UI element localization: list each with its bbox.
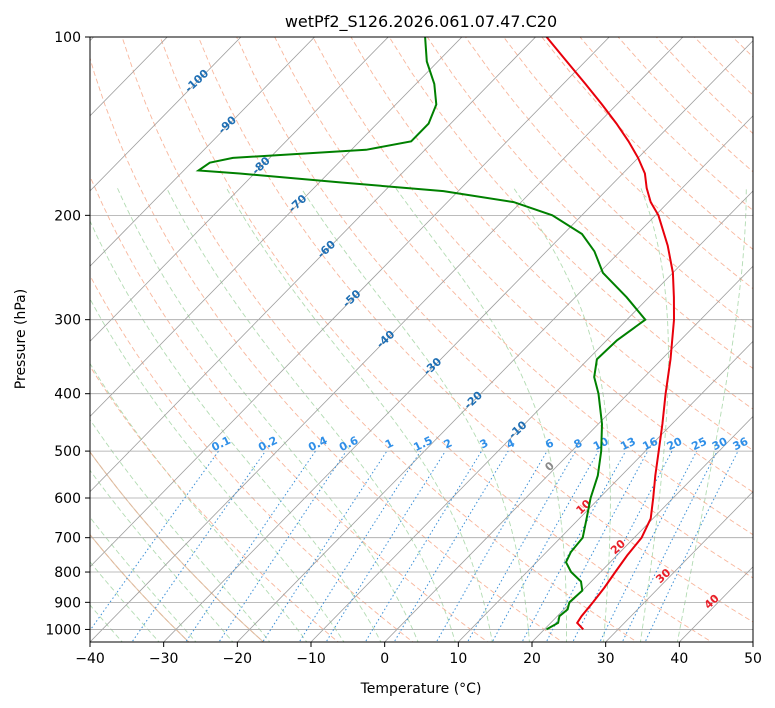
y-tick-label: 800 xyxy=(54,565,81,581)
mixing-ratio-lines xyxy=(90,450,739,642)
dry-adiabat-line xyxy=(90,174,489,642)
isotherm-line xyxy=(605,491,753,642)
mixing-ratio-line xyxy=(90,450,220,632)
moist-adiabat-line xyxy=(90,561,160,642)
dry-adiabat-line xyxy=(426,37,753,370)
moist-adiabat-line xyxy=(395,187,567,642)
dry-adiabat-line xyxy=(159,37,713,642)
profiles xyxy=(195,37,676,631)
moist-adiabat-line xyxy=(90,362,308,642)
dry-adiabat-line xyxy=(274,37,753,536)
plot-area xyxy=(90,37,753,642)
y-tick-label: 100 xyxy=(54,30,81,46)
mixing-ratio-label: 30 xyxy=(710,435,730,454)
mixing-ratio-line xyxy=(325,450,446,642)
isotherm-line xyxy=(163,40,753,642)
isotherms xyxy=(90,37,753,642)
mixing-ratio-line xyxy=(599,450,698,642)
isotherm-line xyxy=(531,415,753,642)
mixing-ratio-label: 25 xyxy=(689,435,708,453)
chart-title: wetPf2_S126.2026.061.07.47.C20 xyxy=(285,12,557,32)
mixing-ratio-line xyxy=(131,450,266,642)
mixing-ratio-label: 36 xyxy=(731,435,751,454)
mixing-ratio-line xyxy=(218,450,347,642)
y-axis-label: Pressure (hPa) xyxy=(13,289,29,389)
moist-adiabat-line xyxy=(676,188,747,642)
x-tick-label: −20 xyxy=(223,651,253,667)
moist-adiabats xyxy=(90,187,747,642)
y-tick-label: 200 xyxy=(54,208,81,224)
dewpoint-profile xyxy=(195,37,647,631)
moist-adiabat-line xyxy=(300,187,530,642)
axes: −40 −30 −20 −10 0 10 20 30 40 50 100 200 300 400 500 60… xyxy=(45,30,762,667)
mixing-ratio-line xyxy=(435,450,548,642)
y-tick-label: 900 xyxy=(54,595,81,611)
moist-adiabat-line xyxy=(226,187,493,642)
isotherm-line xyxy=(90,37,389,342)
x-tick-label: −40 xyxy=(75,651,105,667)
mixing-ratio-line xyxy=(545,450,649,642)
mixing-ratio-line xyxy=(185,450,316,642)
mixing-ratio-line xyxy=(262,450,388,642)
mixing-ratio-line xyxy=(572,450,673,642)
moist-adiabat-line xyxy=(90,469,234,642)
moist-adiabat-line xyxy=(166,187,456,642)
x-tick-label: 20 xyxy=(523,651,541,667)
x-tick-label: 0 xyxy=(380,651,389,667)
x-tick-label: −10 xyxy=(296,651,326,667)
dry-adiabat-line xyxy=(312,37,753,493)
dry-adiabat-line xyxy=(350,37,753,451)
isotherm-line xyxy=(310,190,753,642)
isotherm-line xyxy=(90,37,537,493)
x-tick-label: 30 xyxy=(597,651,615,667)
dry-adiabat-line xyxy=(236,37,753,579)
isotherm-line xyxy=(90,37,242,192)
y-tick-label: 1000 xyxy=(45,622,81,638)
y-tick-label: 400 xyxy=(54,387,81,403)
x-tick-label: 40 xyxy=(670,651,688,667)
mixing-ratio-label: 13 xyxy=(618,435,637,453)
isotherm-line xyxy=(457,340,753,642)
moist-adiabat-line xyxy=(90,219,382,642)
y-tick-label: 700 xyxy=(54,531,81,547)
moist-adiabat-line xyxy=(90,516,197,642)
isotherm-line xyxy=(90,37,463,418)
x-axis-label: Temperature (°C) xyxy=(360,681,482,697)
mixing-ratio-label: 16 xyxy=(641,435,661,454)
isotherm-line xyxy=(384,265,753,642)
mixing-ratio-line xyxy=(521,450,627,642)
y-tick-label: 500 xyxy=(54,444,81,460)
isotherm-line xyxy=(90,37,610,568)
isotherm-line xyxy=(90,37,316,267)
mixing-ratio-line xyxy=(298,450,422,642)
x-tick-label: 10 xyxy=(449,651,467,667)
isobars xyxy=(90,37,753,630)
temperature-profile xyxy=(545,37,676,631)
moist-adiabat-line xyxy=(90,418,271,642)
y-tick-label: 300 xyxy=(54,313,81,329)
x-tick-label: 50 xyxy=(744,651,762,667)
moist-adiabat-line xyxy=(513,187,611,642)
moist-adiabat-line xyxy=(640,188,669,642)
plot-frame xyxy=(89,36,754,643)
mixing-ratio-label: 20 xyxy=(665,435,685,454)
moist-adiabat-line xyxy=(90,604,123,642)
isotherm-line xyxy=(236,115,753,642)
x-tick-label: −30 xyxy=(149,651,179,667)
isotherm-line xyxy=(90,37,684,642)
y-tick-label: 600 xyxy=(54,491,81,507)
moist-adiabat-line xyxy=(117,188,419,642)
